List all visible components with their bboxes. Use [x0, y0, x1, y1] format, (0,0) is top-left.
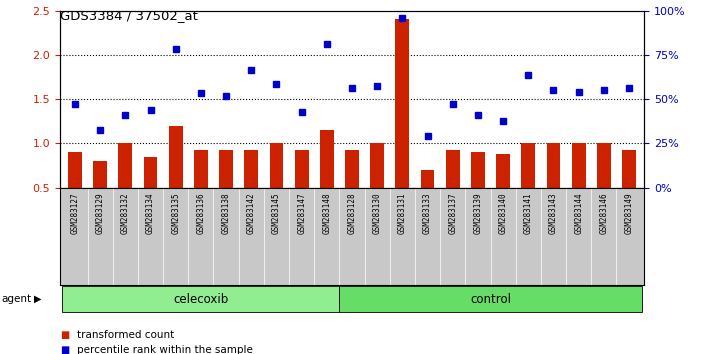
Text: GSM283147: GSM283147: [297, 193, 306, 234]
Bar: [320, 130, 334, 188]
Text: GSM283143: GSM283143: [549, 193, 558, 234]
Text: GSM283128: GSM283128: [348, 193, 356, 234]
Text: ▶: ▶: [34, 294, 42, 304]
Bar: [370, 143, 384, 188]
Text: ■: ■: [60, 346, 69, 354]
Bar: [546, 143, 560, 188]
Bar: [396, 19, 409, 188]
Bar: [572, 143, 586, 188]
Text: GSM283138: GSM283138: [222, 193, 231, 234]
Bar: [295, 149, 308, 188]
Bar: [446, 149, 460, 188]
Bar: [144, 156, 158, 188]
Bar: [194, 149, 208, 188]
Text: GSM283148: GSM283148: [322, 193, 332, 234]
Text: GSM283131: GSM283131: [398, 193, 407, 234]
Bar: [622, 149, 636, 188]
Text: GSM283127: GSM283127: [70, 193, 80, 234]
Bar: [597, 143, 611, 188]
Bar: [471, 152, 485, 188]
Text: GSM283132: GSM283132: [121, 193, 130, 234]
Bar: [93, 161, 107, 188]
Bar: [169, 126, 182, 188]
Text: GSM283134: GSM283134: [146, 193, 155, 234]
Text: GSM283135: GSM283135: [171, 193, 180, 234]
Bar: [339, 286, 641, 312]
Text: GSM283130: GSM283130: [372, 193, 382, 234]
Text: GSM283144: GSM283144: [574, 193, 583, 234]
Bar: [244, 149, 258, 188]
Text: GSM283136: GSM283136: [196, 193, 206, 234]
Bar: [522, 143, 535, 188]
Bar: [420, 170, 434, 188]
Text: GSM283139: GSM283139: [473, 193, 482, 234]
Text: GSM283129: GSM283129: [96, 193, 105, 234]
Text: ■: ■: [60, 330, 69, 339]
Text: GSM283149: GSM283149: [624, 193, 634, 234]
Text: GSM283140: GSM283140: [498, 193, 508, 234]
Text: control: control: [470, 293, 511, 306]
Text: GSM283133: GSM283133: [423, 193, 432, 234]
Bar: [68, 152, 82, 188]
Text: GSM283141: GSM283141: [524, 193, 533, 234]
Text: GSM283137: GSM283137: [448, 193, 457, 234]
Bar: [118, 143, 132, 188]
Text: GDS3384 / 37502_at: GDS3384 / 37502_at: [60, 9, 198, 22]
Text: GSM283145: GSM283145: [272, 193, 281, 234]
Bar: [219, 149, 233, 188]
Text: percentile rank within the sample: percentile rank within the sample: [77, 346, 253, 354]
Bar: [63, 286, 339, 312]
Text: transformed count: transformed count: [77, 330, 175, 339]
Bar: [496, 154, 510, 188]
Bar: [345, 149, 359, 188]
Text: celecoxib: celecoxib: [173, 293, 229, 306]
Text: GSM283142: GSM283142: [247, 193, 256, 234]
Bar: [270, 143, 284, 188]
Text: agent: agent: [1, 294, 32, 304]
Text: GSM283146: GSM283146: [599, 193, 608, 234]
